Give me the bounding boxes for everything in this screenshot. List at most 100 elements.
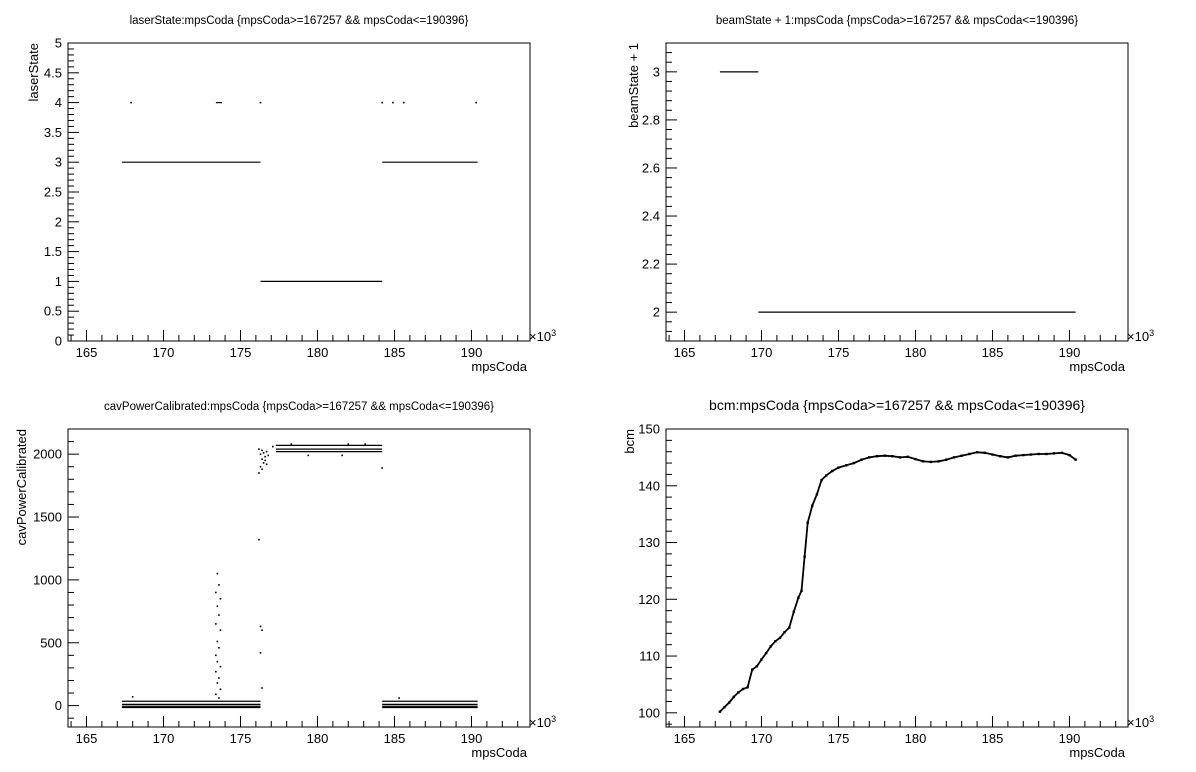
y-axis-title: bcm bbox=[622, 429, 637, 454]
data-point bbox=[398, 697, 400, 699]
y-tick-label: 2.5 bbox=[44, 185, 62, 200]
data-point bbox=[797, 596, 800, 599]
data-point bbox=[216, 640, 219, 643]
data-point bbox=[1060, 451, 1063, 455]
data-point bbox=[800, 589, 803, 592]
data-point bbox=[921, 460, 925, 463]
data-point bbox=[803, 555, 806, 558]
y-tick-label: 0 bbox=[55, 698, 62, 713]
y-tick-label: 1.5 bbox=[44, 244, 62, 259]
data-point bbox=[259, 465, 262, 468]
x-axis-title: mpsCoda bbox=[471, 359, 527, 374]
data-point bbox=[746, 686, 749, 689]
x-tick-label: 190 bbox=[461, 731, 483, 746]
data-point bbox=[216, 605, 219, 608]
y-tick-label: 4 bbox=[55, 95, 62, 110]
data-point bbox=[960, 454, 963, 457]
data-point bbox=[215, 693, 217, 696]
data-point bbox=[261, 458, 263, 460]
data-point bbox=[778, 636, 782, 640]
data-point bbox=[914, 457, 917, 461]
y-tick-label: 500 bbox=[40, 635, 62, 650]
x-tick-label: 190 bbox=[1059, 731, 1081, 746]
data-point bbox=[219, 629, 222, 631]
x-tick-label: 185 bbox=[384, 731, 406, 746]
x-axis-title: mpsCoda bbox=[471, 745, 527, 760]
x-exponent-label: ×103 bbox=[1127, 328, 1154, 344]
data-point bbox=[264, 459, 266, 462]
y-tick-label: 0 bbox=[55, 334, 62, 349]
data-point bbox=[258, 472, 260, 474]
data-point bbox=[891, 455, 894, 458]
data-point bbox=[975, 451, 979, 454]
data-point bbox=[883, 454, 886, 457]
data-point bbox=[131, 696, 134, 698]
data-point bbox=[792, 610, 796, 613]
data-point bbox=[259, 652, 262, 654]
data-point bbox=[952, 456, 956, 459]
data-point bbox=[215, 623, 217, 625]
data-point bbox=[1014, 454, 1017, 457]
data-point bbox=[732, 695, 735, 699]
data-point bbox=[1052, 452, 1056, 455]
data-point bbox=[130, 101, 132, 104]
y-tick-label: 150 bbox=[638, 422, 660, 437]
y-axis-title: cavPowerCalibrated bbox=[14, 429, 29, 545]
x-tick-label: 165 bbox=[76, 345, 98, 360]
data-point bbox=[216, 660, 219, 663]
y-tick-label: 3 bbox=[55, 155, 62, 170]
y-tick-label: 2.8 bbox=[642, 112, 660, 127]
data-point bbox=[218, 646, 220, 649]
data-point bbox=[983, 451, 986, 455]
data-point bbox=[475, 101, 477, 104]
x-tick-label: 185 bbox=[982, 731, 1004, 746]
data-point bbox=[258, 538, 260, 541]
data-point bbox=[218, 677, 220, 679]
data-point bbox=[824, 474, 828, 477]
x-tick-label: 170 bbox=[751, 345, 773, 360]
data-point bbox=[272, 445, 274, 448]
data-point bbox=[1074, 458, 1077, 461]
data-point bbox=[290, 443, 293, 445]
y-tick-label: 0.5 bbox=[44, 304, 62, 319]
data-point bbox=[860, 458, 863, 461]
data-point bbox=[307, 454, 310, 457]
x-exponent-label: ×103 bbox=[529, 328, 556, 344]
data-point bbox=[806, 521, 809, 524]
y-tick-label: 4.5 bbox=[44, 65, 62, 80]
data-point bbox=[868, 456, 871, 459]
data-point bbox=[265, 450, 268, 453]
data-point bbox=[875, 455, 879, 458]
x-tick-label: 175 bbox=[230, 731, 252, 746]
y-tick-label: 110 bbox=[639, 649, 660, 664]
data-point bbox=[764, 652, 768, 655]
y-tick-label: 1500 bbox=[33, 510, 62, 525]
x-tick-label: 180 bbox=[307, 731, 329, 746]
data-point bbox=[218, 697, 220, 699]
x-exponent-label: ×103 bbox=[1127, 714, 1154, 730]
data-point bbox=[723, 705, 726, 709]
plot-frame bbox=[665, 42, 1129, 342]
data-point bbox=[1006, 456, 1010, 459]
x-axis-title: mpsCoda bbox=[1069, 745, 1125, 760]
data-point bbox=[364, 443, 367, 445]
y-tick-label: 2.4 bbox=[642, 209, 660, 224]
data-point bbox=[216, 682, 219, 684]
data-point bbox=[852, 461, 856, 465]
data-point bbox=[1045, 452, 1048, 456]
data-point bbox=[774, 640, 777, 643]
data-point bbox=[267, 454, 269, 457]
data-point bbox=[844, 464, 848, 467]
x-tick-label: 175 bbox=[828, 345, 850, 360]
data-point bbox=[755, 665, 759, 668]
x-tick-label: 175 bbox=[230, 345, 252, 360]
data-point bbox=[815, 493, 819, 496]
y-axis-title: laserState bbox=[26, 43, 41, 102]
chart-bcm: bcm:mpsCoda {mpsCoda>=167257 && mpsCoda<… bbox=[622, 397, 1154, 760]
data-point bbox=[769, 645, 772, 648]
data-point bbox=[937, 460, 940, 463]
data-point bbox=[811, 504, 814, 507]
data-point bbox=[264, 455, 266, 458]
chart-cavpower: cavPowerCalibrated:mpsCoda {mpsCoda>=167… bbox=[14, 401, 556, 760]
